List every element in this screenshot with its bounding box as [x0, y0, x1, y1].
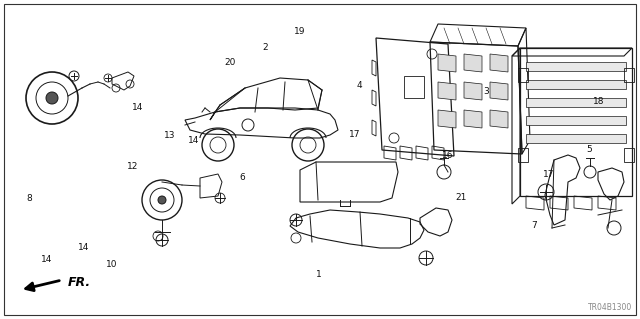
Text: TR04B1300: TR04B1300: [588, 303, 632, 312]
Text: 21: 21: [455, 193, 467, 202]
Circle shape: [158, 196, 166, 204]
Polygon shape: [438, 110, 456, 128]
Bar: [526, 116, 626, 125]
Text: 18: 18: [593, 97, 604, 106]
Bar: [526, 134, 626, 143]
Text: 17: 17: [543, 170, 555, 179]
Text: 8: 8: [26, 194, 31, 203]
Text: 12: 12: [127, 162, 139, 171]
Text: 14: 14: [132, 103, 143, 112]
Bar: [518, 148, 528, 162]
Text: 13: 13: [164, 131, 175, 140]
Polygon shape: [464, 82, 482, 100]
Polygon shape: [438, 54, 456, 72]
Text: 17: 17: [349, 130, 361, 139]
Polygon shape: [464, 54, 482, 72]
Bar: [404, 76, 424, 98]
Text: 20: 20: [225, 58, 236, 67]
Text: 6: 6: [239, 173, 244, 182]
Polygon shape: [464, 110, 482, 128]
Bar: [624, 68, 634, 82]
Bar: [624, 148, 634, 162]
Polygon shape: [490, 110, 508, 128]
Polygon shape: [438, 82, 456, 100]
Text: 14: 14: [41, 255, 52, 263]
Text: 4: 4: [357, 81, 362, 90]
Bar: [526, 62, 626, 71]
Text: 7: 7: [532, 221, 537, 230]
Text: 16: 16: [442, 151, 454, 160]
Text: 10: 10: [106, 260, 118, 269]
Text: 5: 5: [586, 145, 591, 154]
Bar: [526, 80, 626, 89]
Circle shape: [46, 92, 58, 104]
Text: 14: 14: [188, 137, 199, 145]
Text: 2: 2: [263, 43, 268, 52]
Text: 14: 14: [77, 243, 89, 252]
Text: 1: 1: [316, 271, 321, 279]
Bar: [526, 98, 626, 107]
Text: FR.: FR.: [68, 277, 91, 290]
Text: 3: 3: [484, 87, 489, 96]
Polygon shape: [490, 54, 508, 72]
Bar: [518, 68, 528, 82]
Polygon shape: [490, 82, 508, 100]
Text: 19: 19: [294, 27, 305, 36]
